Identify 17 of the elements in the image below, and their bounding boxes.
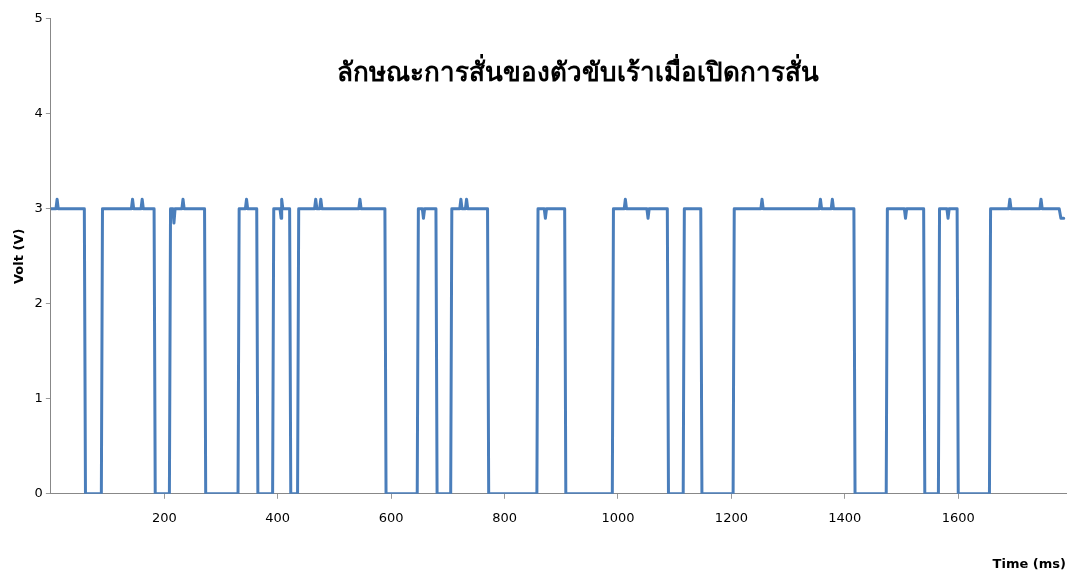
y-tick-label: 4 xyxy=(34,105,43,121)
x-tick-label: 200 xyxy=(151,509,177,525)
x-tick-label: 1000 xyxy=(601,509,635,525)
x-axis-title: Time (ms) xyxy=(992,555,1066,571)
x-tick-label: 1600 xyxy=(941,509,975,525)
x-tick-label: 600 xyxy=(378,509,404,525)
x-tick-label: 1200 xyxy=(714,509,748,525)
y-tick-label: 0 xyxy=(34,485,43,501)
y-tick-label: 1 xyxy=(34,390,43,406)
y-tick-label: 3 xyxy=(34,200,43,216)
x-tick-label: 1400 xyxy=(828,509,862,525)
x-tick-label: 800 xyxy=(492,509,517,525)
y-tick-label: 5 xyxy=(34,10,43,26)
text: ลักษณะการสั่นของตัวขับเร้าเมื่อเปิดการสั่น xyxy=(337,52,820,87)
x-tick-label: 400 xyxy=(265,509,291,525)
y-axis-title: Volt (V) xyxy=(11,228,27,285)
y-tick-label: 2 xyxy=(34,295,43,311)
